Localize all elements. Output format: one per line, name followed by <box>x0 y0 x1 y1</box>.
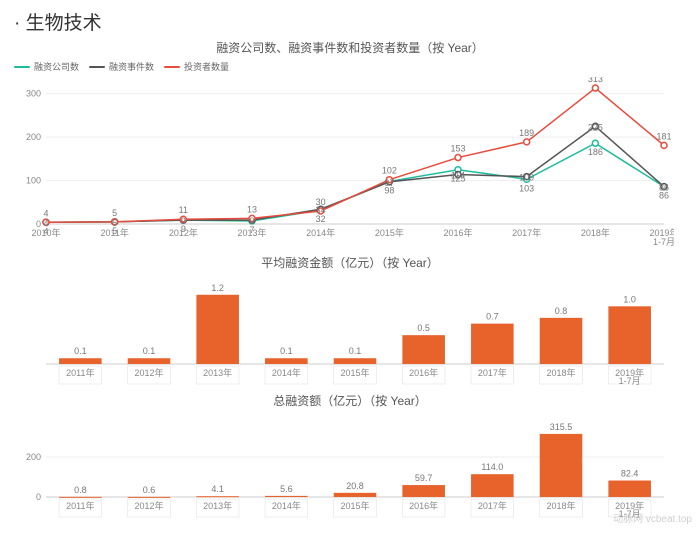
svg-text:2013年: 2013年 <box>203 367 232 378</box>
svg-text:2014年: 2014年 <box>272 367 301 378</box>
svg-text:225: 225 <box>588 122 603 132</box>
chart1-title: 融资公司数、融资事件数和投资者数量（按 Year） <box>14 39 686 56</box>
bar-chart-avg: 0.1 2011年 0.1 2012年 1.2 2013年 0.1 2014年 0.1 2015年… <box>14 275 674 390</box>
svg-text:186: 186 <box>588 147 603 157</box>
chart2-title: 平均融资金额（亿元）（按 Year） <box>14 254 686 271</box>
svg-text:300: 300 <box>26 89 41 99</box>
svg-text:5: 5 <box>112 218 117 228</box>
svg-text:11: 11 <box>179 205 188 215</box>
svg-text:2018年: 2018年 <box>546 500 575 511</box>
chart1-legend: 融资公司数融资事件数投资者数量 <box>14 60 686 73</box>
svg-text:59.7: 59.7 <box>415 473 433 483</box>
svg-text:2011年: 2011年 <box>66 367 94 378</box>
legend-item[interactable]: 融资公司数 <box>14 60 79 73</box>
svg-text:2017年: 2017年 <box>478 500 507 511</box>
svg-text:2016年: 2016年 <box>409 367 438 378</box>
svg-text:2016年: 2016年 <box>409 500 438 511</box>
svg-text:2013年: 2013年 <box>203 500 232 511</box>
svg-text:4: 4 <box>43 218 48 228</box>
chart3-title: 总融资额（亿元）（按 Year） <box>14 392 686 409</box>
bar-chart-total: 0 200 0.8 2011年 0.6 2012年 4.1 2013年 5.6 2014年 20.8… <box>14 413 674 523</box>
svg-text:0.8: 0.8 <box>74 485 87 495</box>
svg-text:2012年: 2012年 <box>134 500 163 511</box>
svg-text:313: 313 <box>588 77 603 84</box>
svg-text:0.1: 0.1 <box>349 346 362 356</box>
svg-text:315.5: 315.5 <box>550 422 573 432</box>
svg-text:97: 97 <box>384 178 394 188</box>
svg-text:2012年: 2012年 <box>134 367 163 378</box>
svg-text:2015年: 2015年 <box>340 367 369 378</box>
svg-text:32: 32 <box>316 214 326 224</box>
svg-text:1.2: 1.2 <box>211 283 224 293</box>
svg-text:20.8: 20.8 <box>346 481 364 491</box>
svg-text:100: 100 <box>26 176 41 186</box>
legend-item[interactable]: 融资事件数 <box>89 60 154 73</box>
svg-text:13: 13 <box>247 204 257 214</box>
svg-text:2018年: 2018年 <box>546 367 575 378</box>
svg-text:109: 109 <box>519 173 534 183</box>
svg-text:2014年: 2014年 <box>306 227 335 238</box>
svg-text:2014年: 2014年 <box>272 500 301 511</box>
svg-text:181: 181 <box>656 131 671 141</box>
svg-text:1.0: 1.0 <box>623 294 636 304</box>
svg-text:0.6: 0.6 <box>143 485 156 495</box>
svg-text:114: 114 <box>451 170 465 180</box>
svg-text:1-7月: 1-7月 <box>619 376 641 386</box>
svg-text:0.1: 0.1 <box>280 346 293 356</box>
svg-text:9: 9 <box>249 216 254 226</box>
svg-text:7: 7 <box>249 225 254 235</box>
svg-text:0.8: 0.8 <box>555 306 568 316</box>
svg-text:5.6: 5.6 <box>280 484 293 494</box>
svg-text:189: 189 <box>519 128 534 138</box>
line-chart: 01002003002010年2011年2012年2013年2014年2015年… <box>14 77 674 252</box>
svg-text:200: 200 <box>26 452 41 462</box>
svg-text:0.1: 0.1 <box>143 346 156 356</box>
svg-text:102: 102 <box>382 166 397 176</box>
svg-text:153: 153 <box>450 144 465 154</box>
svg-text:5: 5 <box>112 208 117 218</box>
svg-text:2018年: 2018年 <box>581 227 610 238</box>
page-title: · 生物技术 <box>14 8 686 35</box>
svg-text:0.1: 0.1 <box>74 346 87 356</box>
svg-text:1-7月: 1-7月 <box>619 509 641 519</box>
svg-text:2015年: 2015年 <box>375 227 404 238</box>
svg-text:0: 0 <box>36 492 41 502</box>
svg-text:2017年: 2017年 <box>512 227 541 238</box>
svg-text:200: 200 <box>26 132 41 142</box>
svg-text:114.0: 114.0 <box>481 462 503 472</box>
svg-text:1-7月: 1-7月 <box>653 237 674 247</box>
svg-text:9: 9 <box>181 216 186 226</box>
svg-text:4.1: 4.1 <box>211 484 224 494</box>
svg-text:0.7: 0.7 <box>486 312 499 322</box>
svg-text:30: 30 <box>316 197 326 207</box>
svg-text:86: 86 <box>659 183 669 193</box>
svg-text:2011年: 2011年 <box>66 500 94 511</box>
svg-text:2015年: 2015年 <box>340 500 369 511</box>
svg-text:4: 4 <box>43 208 48 218</box>
svg-text:2016年: 2016年 <box>443 227 472 238</box>
svg-text:82.4: 82.4 <box>621 469 639 479</box>
legend-item[interactable]: 投资者数量 <box>164 60 229 73</box>
svg-text:103: 103 <box>519 183 534 193</box>
svg-text:0.5: 0.5 <box>417 323 430 333</box>
svg-text:2017年: 2017年 <box>478 367 507 378</box>
